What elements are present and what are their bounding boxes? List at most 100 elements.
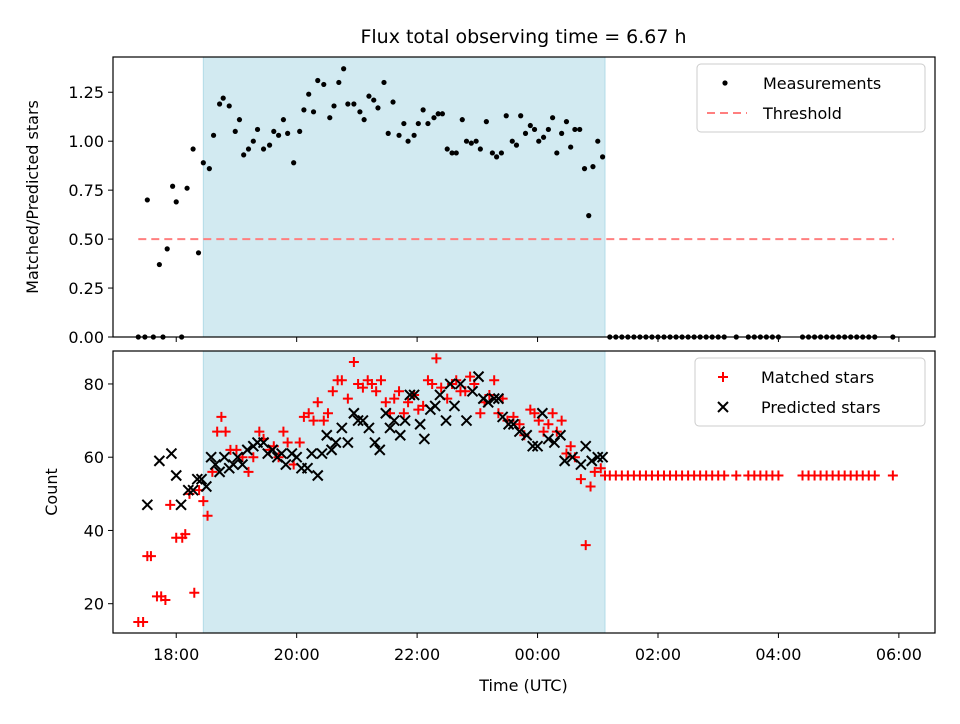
data-point [254, 126, 261, 133]
data-point [220, 426, 231, 437]
data-point [444, 146, 450, 152]
data-point [371, 386, 382, 397]
data-point [463, 138, 470, 144]
data-point [138, 617, 149, 628]
data-point [282, 437, 293, 448]
chart-title: Flux total observing time = 6.67 h [360, 26, 686, 48]
data-point [731, 470, 742, 481]
data-point [527, 440, 539, 452]
data-point [554, 429, 567, 441]
data-point [466, 385, 479, 397]
data-point [198, 496, 209, 507]
y-tick-label: 1.25 [68, 83, 104, 102]
data-point [592, 451, 604, 463]
y-axis-label: Count [42, 468, 61, 516]
legend-box [696, 63, 926, 133]
data-point [542, 433, 555, 445]
data-point [869, 470, 880, 481]
data-point [327, 115, 333, 121]
data-point [200, 480, 213, 493]
data-point [187, 484, 199, 496]
data-point [453, 150, 459, 156]
data-point [454, 378, 467, 390]
data-point [357, 382, 368, 393]
data-point [468, 140, 474, 146]
data-point [401, 120, 407, 127]
data-point [465, 371, 476, 382]
data-point [444, 378, 456, 390]
x-tick-label: 22:00 [394, 645, 440, 664]
x-tick-label: 04:00 [755, 645, 801, 664]
data-point [266, 444, 279, 456]
data-point [206, 166, 212, 172]
data-point [205, 451, 217, 463]
data-point [306, 91, 312, 97]
data-point [540, 134, 547, 140]
data-point [220, 95, 226, 101]
data-point [514, 419, 525, 430]
data-layer [133, 353, 898, 628]
data-point [330, 436, 342, 449]
data-point [280, 117, 287, 123]
data-point [308, 415, 319, 426]
data-point [436, 382, 447, 393]
data-point [431, 353, 442, 364]
data-point [195, 250, 202, 256]
data-point [568, 144, 574, 150]
data-point [489, 150, 495, 156]
data-point [327, 386, 338, 397]
data-point [522, 130, 529, 136]
data-point [248, 452, 259, 463]
data-point [398, 408, 409, 419]
data-point [460, 414, 473, 427]
data-point [285, 130, 291, 136]
data-point [336, 79, 342, 86]
data-point [189, 587, 200, 598]
data-point [184, 185, 190, 191]
data-point [312, 469, 324, 482]
data-point [306, 447, 318, 460]
data-point [250, 138, 256, 144]
data-point [366, 378, 377, 389]
data-point [321, 429, 333, 441]
data-point [404, 389, 416, 401]
data-point [301, 107, 307, 113]
data-point [531, 440, 544, 452]
data-point [257, 436, 270, 449]
data-point [160, 595, 171, 606]
legend-marker-plus [718, 372, 728, 382]
axes-frame [112, 350, 936, 634]
y-tick-label: 60 [84, 448, 104, 467]
data-point [599, 154, 606, 160]
data-point [425, 120, 431, 127]
data-point [545, 126, 551, 133]
x-tick-label: 06:00 [876, 645, 922, 664]
data-point [431, 115, 437, 121]
data-point [260, 146, 267, 152]
data-point [144, 197, 150, 203]
data-point [232, 128, 238, 135]
data-point [191, 473, 204, 485]
data-point [310, 109, 317, 115]
y-tick-label: 40 [84, 521, 104, 540]
data-point [294, 437, 305, 448]
data-point [290, 451, 303, 463]
y-tick-label: 20 [84, 595, 104, 614]
data-point [547, 408, 558, 419]
data-point [375, 375, 386, 386]
data-point [318, 415, 329, 426]
data-point [266, 142, 273, 148]
data-point [165, 499, 176, 510]
data-point [488, 392, 500, 405]
data-point [887, 470, 898, 481]
y-tick-label: 0.00 [68, 328, 104, 347]
legend-label: Matched stars [761, 368, 874, 387]
data-point [559, 130, 565, 136]
data-point [513, 425, 526, 438]
data-point [558, 455, 571, 467]
data-point [278, 426, 289, 437]
data-point [254, 426, 265, 437]
top-panel-ratio: 0.00 0.25 0.50 0.75 1.00 1.25 Matched/Predicte… [23, 56, 936, 347]
data-point [180, 529, 191, 540]
data-point [297, 128, 303, 135]
